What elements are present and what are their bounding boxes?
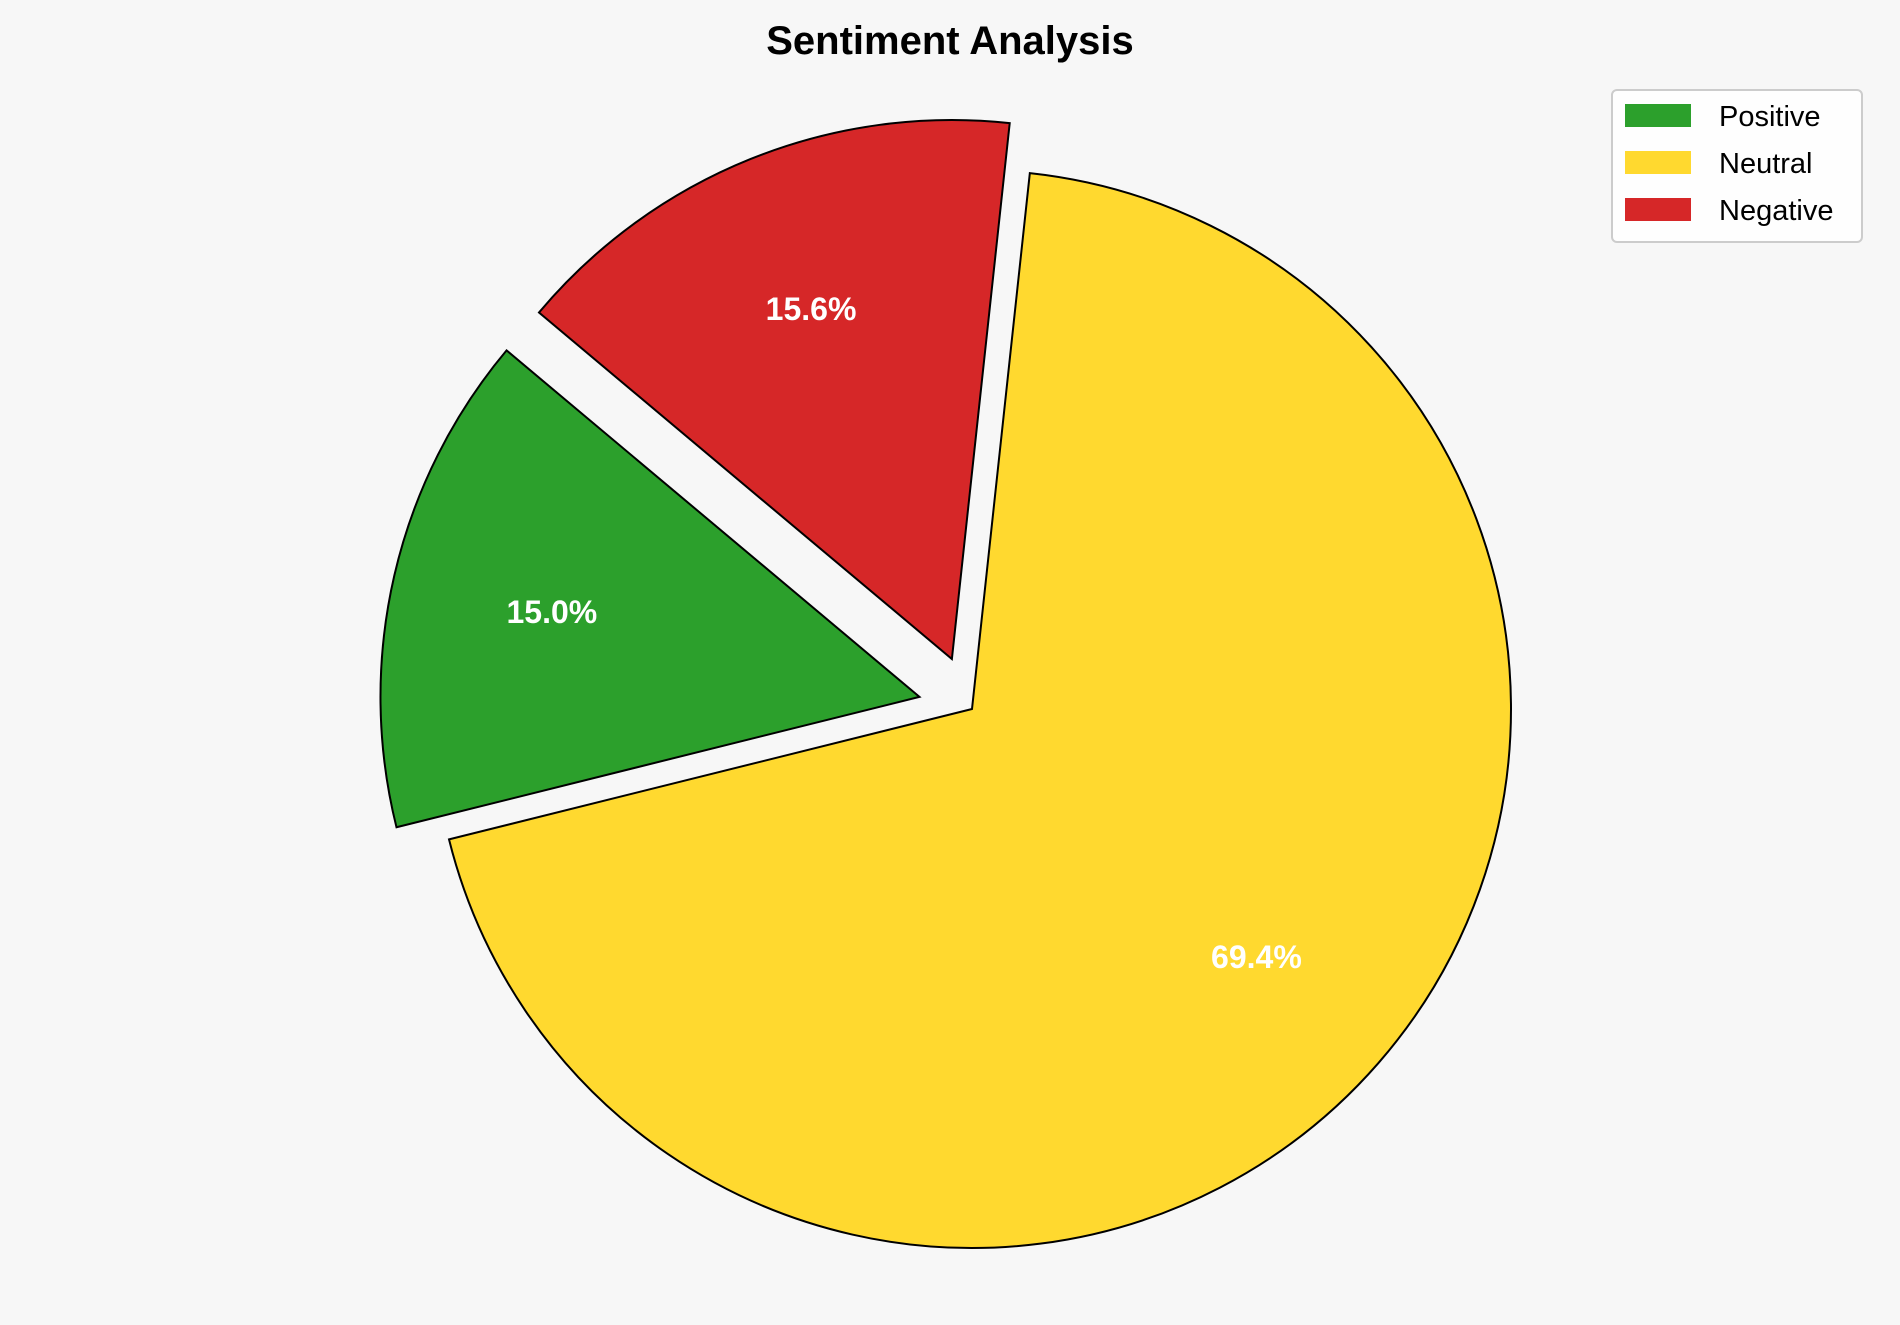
legend-swatch-positive: [1625, 104, 1691, 127]
pct-label-negative: 15.6%: [766, 291, 857, 327]
legend-swatch-neutral: [1625, 151, 1691, 174]
legend-label-negative: Negative: [1719, 195, 1833, 227]
legend-label-neutral: Neutral: [1719, 148, 1813, 180]
legend-label-positive: Positive: [1719, 101, 1821, 133]
legend: Positive Neutral Negative: [1611, 89, 1863, 243]
pct-label-neutral: 69.4%: [1211, 939, 1302, 975]
slice-positive: [379, 349, 922, 829]
chart-title: Sentiment Analysis: [766, 19, 1134, 63]
pct-label-positive: 15.0%: [506, 594, 597, 630]
slice-negative: [537, 118, 1011, 661]
slice-neutral: [447, 172, 1512, 1249]
legend-swatch-negative: [1625, 198, 1691, 221]
